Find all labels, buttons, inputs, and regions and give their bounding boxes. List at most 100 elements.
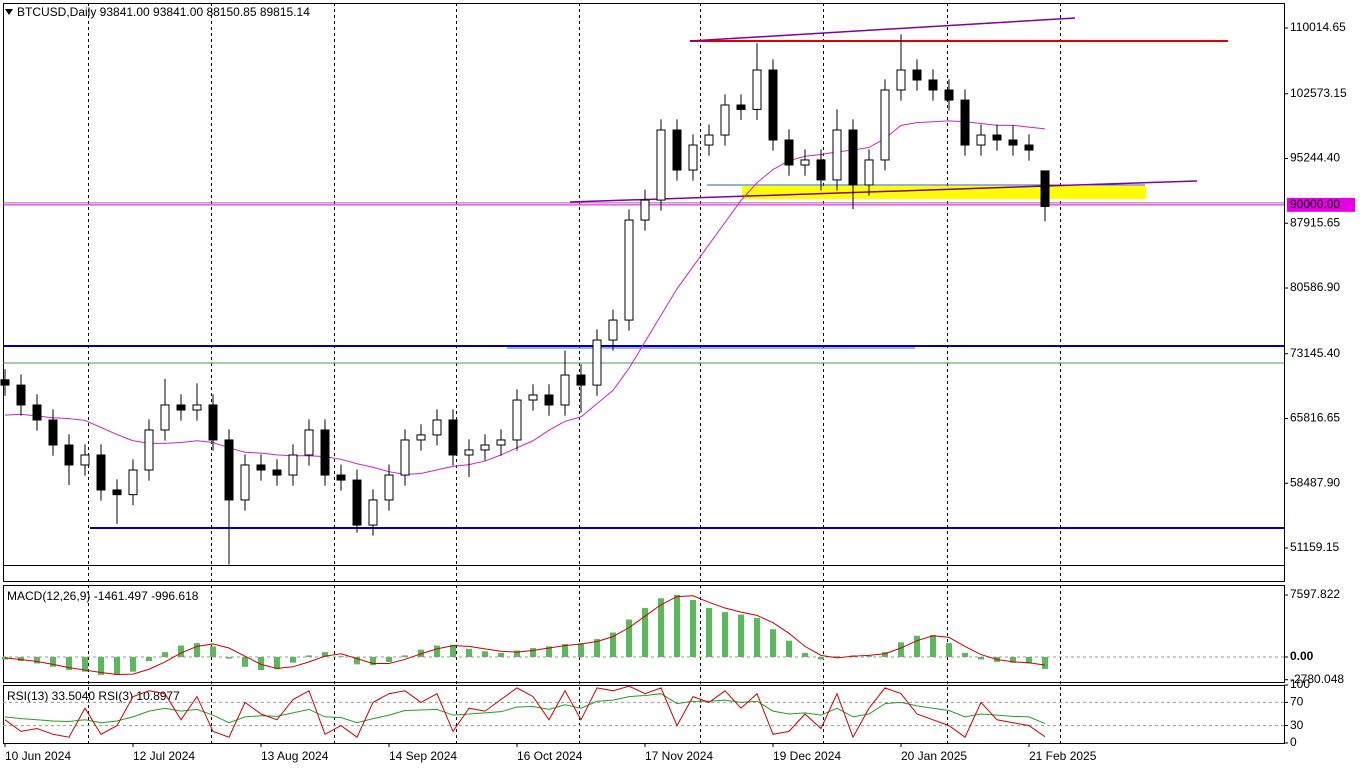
candle-body — [112, 489, 122, 496]
rsi-title: RSI(13) 33.5040 RSI(3) 10.8977 — [7, 689, 180, 703]
macd-bar — [946, 643, 952, 658]
macd-bar — [354, 657, 360, 665]
y-tick-label: 102573.15 — [1290, 86, 1347, 100]
x-tick-label: 13 Aug 2024 — [261, 749, 329, 763]
y-tick-label: 65816.65 — [1290, 411, 1340, 425]
candle-body — [272, 469, 282, 476]
candle-body — [208, 404, 218, 441]
x-tick-label: 20 Jan 2025 — [901, 749, 967, 763]
candle-body — [224, 439, 234, 501]
macd-bar — [562, 643, 568, 658]
candle-body — [1040, 170, 1050, 207]
moving-average — [4, 120, 1046, 475]
candle-body — [192, 404, 202, 411]
rsi-line — [4, 685, 1046, 739]
candle-body — [976, 134, 986, 146]
y-tick-label: 0 — [1290, 735, 1297, 749]
candle-body — [560, 374, 570, 406]
candle-body — [784, 139, 794, 166]
macd-bar — [530, 648, 536, 658]
x-tick-label: 16 Oct 2024 — [517, 749, 583, 763]
y-tick-label: 87915.65 — [1290, 215, 1340, 229]
macd-bar — [482, 651, 488, 658]
y-tick-label: 7597.822 — [1290, 587, 1340, 601]
candle-body — [672, 129, 682, 171]
candle-body — [336, 474, 346, 481]
candle-body — [64, 444, 74, 466]
candle-body — [800, 159, 810, 166]
macd-bar — [674, 594, 680, 658]
x-tick-label: 10 Jun 2024 — [5, 749, 71, 763]
y-tick-label: 110014.65 — [1290, 20, 1346, 34]
candle-body — [304, 429, 314, 456]
candle-body — [848, 129, 858, 186]
macd-bar — [290, 657, 296, 663]
candle-body — [80, 454, 90, 466]
candle-body — [832, 129, 842, 181]
macd-bar — [130, 657, 136, 672]
macd-bar — [34, 657, 40, 664]
candle-body — [384, 474, 394, 501]
candle-body — [912, 69, 922, 81]
candle-body — [464, 449, 474, 456]
symbol-menu-arrow[interactable] — [5, 9, 13, 15]
macd-bar — [802, 652, 808, 658]
macd-bar — [98, 657, 104, 675]
candle-body — [704, 134, 714, 146]
macd-bar — [898, 642, 904, 658]
candle-body — [640, 199, 650, 221]
macd-bar — [626, 619, 632, 658]
candle-body — [816, 159, 826, 181]
candle-body — [432, 419, 442, 436]
candle-body — [96, 454, 106, 491]
candle-body — [480, 444, 490, 451]
candle-body — [0, 379, 10, 386]
macd-bar — [722, 612, 728, 658]
macd-bar — [1026, 657, 1032, 664]
macd-bar — [402, 655, 408, 658]
candle-body — [160, 404, 170, 431]
macd-bar — [258, 657, 264, 671]
candle-body — [896, 69, 906, 91]
macd-bar — [210, 646, 216, 658]
macd-bar — [610, 632, 616, 658]
macd-bar — [194, 643, 200, 658]
macd-bar — [450, 644, 456, 658]
trendline — [689, 17, 1076, 42]
macd-bar — [114, 657, 120, 675]
x-tick-label: 19 Dec 2024 — [773, 749, 841, 763]
candle-body — [48, 419, 58, 446]
macd-bar — [338, 656, 344, 658]
macd-bar — [818, 657, 824, 660]
candle-body — [720, 104, 730, 136]
candle-body — [352, 479, 362, 526]
candle-body — [144, 429, 154, 471]
macd-bar — [834, 656, 840, 658]
macd-bar — [466, 648, 472, 658]
rsi-line — [4, 693, 1046, 725]
macd-title: MACD(12,26,9) -1461.497 -996.618 — [7, 589, 199, 603]
macd-bar — [914, 635, 920, 658]
macd-bar — [642, 608, 648, 658]
candle-body — [1008, 139, 1018, 146]
macd-bar — [50, 657, 56, 667]
y-tick-label: 51159.15 — [1290, 540, 1339, 554]
candle-body — [240, 464, 250, 501]
price-panel — [3, 3, 1285, 582]
macd-bar — [162, 652, 168, 658]
y-tick-label: 0.00 — [1290, 649, 1314, 663]
x-tick-label: 14 Sep 2024 — [389, 749, 457, 763]
candle-body — [400, 439, 410, 476]
macd-bar — [738, 614, 744, 658]
y-tick-label: 95244.40 — [1290, 151, 1340, 165]
macd-bar — [66, 657, 72, 671]
candle-body — [512, 399, 522, 441]
rsi-panel — [3, 685, 1285, 744]
macd-panel — [3, 585, 1285, 683]
macd-bar — [322, 652, 328, 658]
macd-bar — [306, 655, 312, 658]
y-tick-label: 58487.90 — [1290, 475, 1340, 489]
macd-bar — [434, 645, 440, 658]
macd-bar — [274, 657, 280, 670]
